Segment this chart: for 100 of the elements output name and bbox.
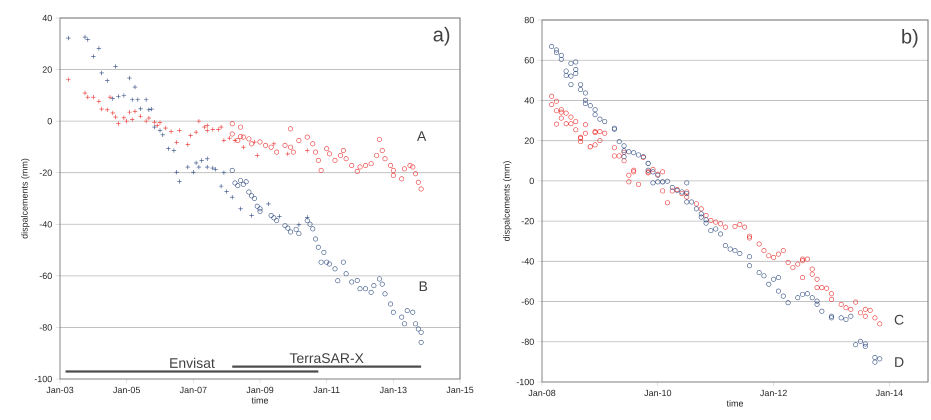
point — [390, 173, 396, 178]
point — [252, 196, 257, 201]
y-tick-label: 20 — [524, 137, 534, 144]
point — [358, 286, 362, 292]
point — [235, 183, 240, 188]
point — [418, 186, 424, 192]
x-tick-label: Jan-08 — [528, 390, 556, 396]
point — [382, 291, 388, 296]
point — [246, 190, 252, 195]
point — [399, 314, 404, 320]
point — [402, 166, 407, 172]
y-tick-label: -80 — [40, 324, 52, 331]
point — [416, 180, 421, 185]
point — [388, 163, 394, 168]
point — [399, 176, 404, 182]
point — [249, 213, 254, 218]
annotation: D — [895, 357, 904, 367]
point — [402, 321, 407, 326]
point — [332, 266, 338, 272]
point — [354, 168, 360, 174]
point — [354, 278, 360, 283]
y-tick-label: 0 — [530, 178, 534, 184]
point — [163, 126, 168, 131]
point — [254, 204, 260, 209]
y-tick-label: 40 — [524, 97, 534, 104]
y-tick-label: -40 — [522, 258, 534, 265]
x-tick-label: Jan-15 — [446, 386, 474, 394]
point — [304, 148, 310, 154]
point — [382, 156, 388, 162]
point — [146, 116, 152, 121]
point — [171, 148, 176, 154]
point — [238, 134, 244, 140]
point — [358, 164, 362, 170]
point — [296, 231, 302, 236]
point — [185, 164, 190, 170]
point — [308, 222, 312, 227]
point — [371, 283, 376, 288]
point — [288, 144, 294, 150]
y-axis-title: dispalcements (mm) — [21, 158, 30, 238]
point — [340, 260, 346, 265]
annotation: B — [420, 281, 428, 292]
point — [388, 301, 394, 306]
point — [235, 138, 240, 143]
point — [282, 223, 288, 228]
y-tick-label: -100 — [34, 376, 52, 382]
point — [376, 276, 382, 282]
point — [132, 84, 138, 90]
point — [213, 166, 218, 172]
y-tick-label: 20 — [42, 66, 52, 73]
y-tick-label: 40 — [42, 14, 52, 22]
point — [149, 106, 154, 112]
x-tick-label: Jan-10 — [644, 390, 672, 396]
point — [344, 156, 349, 162]
point — [221, 138, 226, 143]
point — [268, 144, 274, 150]
point — [290, 150, 296, 155]
point — [316, 244, 321, 250]
point — [258, 140, 262, 145]
point — [230, 168, 235, 173]
point — [244, 179, 249, 184]
y-tick-label: -80 — [522, 338, 534, 345]
point — [335, 278, 340, 284]
point — [368, 161, 374, 166]
point — [344, 271, 349, 276]
point — [230, 121, 235, 126]
point — [238, 206, 244, 212]
point — [349, 163, 354, 168]
point — [380, 282, 385, 287]
x-tick-label: Jan-13 — [380, 386, 407, 394]
annotation: C — [894, 314, 904, 325]
point — [368, 290, 374, 295]
point — [258, 206, 262, 212]
point — [154, 123, 160, 128]
x-tick-label: Jan-11 — [313, 386, 340, 394]
x-axis-title: time — [726, 400, 744, 407]
point — [238, 124, 244, 130]
point — [108, 94, 112, 100]
point — [326, 151, 332, 156]
point — [316, 158, 321, 163]
annotation: A — [416, 131, 426, 141]
series-label: Envisat — [170, 358, 215, 368]
point — [268, 213, 274, 218]
point — [410, 310, 416, 315]
chart-title: a) — [434, 26, 450, 46]
point — [168, 128, 174, 134]
point — [218, 124, 224, 130]
point — [413, 171, 418, 176]
point — [282, 142, 288, 148]
point — [240, 134, 246, 140]
point — [416, 326, 421, 332]
point — [232, 180, 238, 186]
point — [82, 90, 88, 96]
point — [238, 178, 244, 183]
point — [380, 148, 385, 154]
point — [99, 106, 104, 112]
point — [249, 193, 254, 198]
point — [390, 168, 396, 173]
x-tick-label: Jan-14 — [876, 390, 903, 396]
y-tick-label: -60 — [40, 272, 52, 280]
point — [274, 150, 280, 155]
